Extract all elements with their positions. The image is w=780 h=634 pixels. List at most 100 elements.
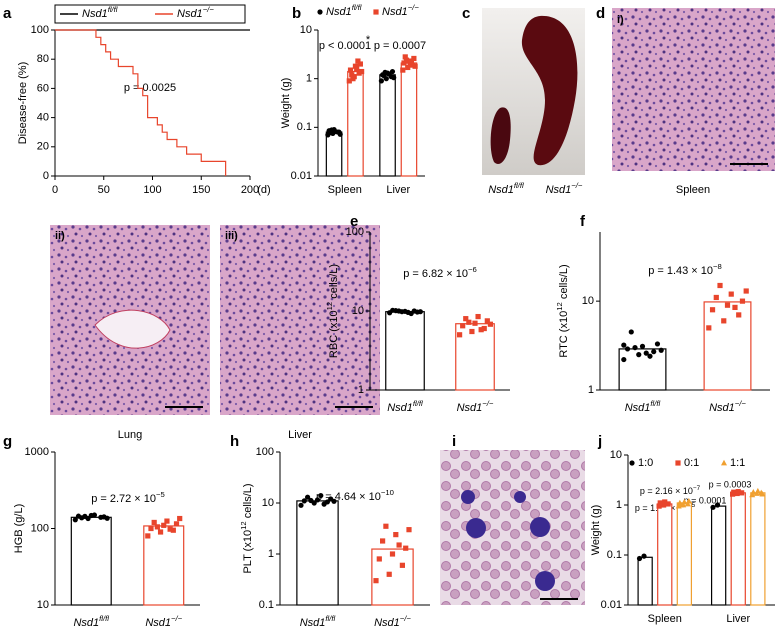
data-point: [399, 562, 405, 568]
data-point: [636, 352, 642, 358]
y-tick-label: 10: [37, 599, 49, 611]
annotation: p = 2.72 × 10−5: [91, 490, 165, 505]
data-point: [743, 288, 749, 294]
bar: [70, 516, 112, 606]
text-part: Nsd1: [326, 6, 352, 18]
data-point: [389, 68, 396, 75]
superscript: fl/fl: [352, 3, 362, 12]
annotation: p < 0.0001: [319, 40, 371, 52]
text-part: Nsd1: [382, 6, 408, 18]
data-point: [305, 494, 311, 500]
data-point: [713, 294, 719, 301]
superscript: 12: [239, 521, 248, 530]
survival-line: [55, 29, 227, 176]
data-point: [759, 490, 766, 497]
legend-label: Nsd1−/−: [382, 3, 419, 18]
superscript: −10: [381, 488, 394, 497]
superscript: fl/fl: [325, 614, 335, 623]
data-point: [318, 492, 324, 499]
data-point: [378, 78, 384, 84]
data-point: [721, 318, 727, 324]
text-part: Nsd1: [145, 617, 171, 629]
data-point: [170, 527, 176, 533]
y-tick-label: 10: [300, 24, 312, 36]
y-tick-label: 10: [610, 449, 622, 461]
legend-marker: [317, 9, 323, 15]
y-tick-label: 100: [31, 522, 49, 534]
data-point: [167, 526, 173, 532]
bar: [730, 492, 746, 606]
y-tick-label: 60: [37, 82, 49, 94]
y-tick-label: 100: [256, 446, 274, 458]
y-axis-label: PLT (x1012 cells/L): [239, 483, 254, 573]
text-part: RBC (x10: [328, 310, 340, 358]
legend-marker: [675, 460, 681, 466]
x-tick-label: 0: [52, 184, 58, 196]
data-point: [481, 325, 487, 332]
image-tag: ii): [55, 230, 65, 242]
text-part: Nsd1: [73, 617, 99, 629]
superscript: −5: [156, 490, 165, 499]
x-tick-label: 50: [98, 184, 110, 196]
annotation: p = 0.0001: [684, 495, 727, 505]
y-axis-label: RTC (x1012 cells/L): [555, 264, 570, 357]
data-point: [373, 578, 379, 584]
annotation: p = 0.0003: [709, 479, 752, 489]
data-point: [391, 75, 397, 81]
y-tick-label: 10: [262, 497, 274, 509]
panel-letter: d: [596, 5, 605, 22]
bar: [347, 70, 364, 177]
legend-box: [54, 4, 246, 24]
bar: [710, 505, 727, 606]
bar: [296, 500, 339, 606]
data-point: [657, 500, 663, 506]
superscript: fl/fl: [108, 5, 118, 14]
data-point: [349, 72, 355, 78]
y-axis-label: Weight (g): [590, 505, 602, 556]
data-point: [621, 342, 627, 348]
data-point: [735, 489, 741, 495]
y-tick-label: 10: [582, 295, 594, 307]
y-axis-label: Weight (g): [280, 78, 292, 129]
data-point: [145, 533, 151, 539]
data-point: [484, 318, 490, 324]
text-part: Nsd1: [625, 402, 651, 414]
data-point: [380, 538, 386, 544]
data-point: [662, 499, 668, 505]
data-point: [710, 504, 716, 510]
data-point: [354, 66, 360, 72]
data-point: [736, 312, 742, 318]
bar: [385, 311, 425, 391]
data-point: [408, 59, 415, 65]
text-part: Nsd1: [374, 617, 400, 629]
y-tick-label: 1: [268, 548, 274, 560]
x-tick-label: Liver: [386, 184, 410, 196]
data-point: [728, 291, 734, 297]
text-part: p = 1.43 × 10: [648, 265, 713, 277]
data-point: [412, 63, 418, 69]
data-point: [72, 517, 78, 523]
data-point: [402, 54, 408, 60]
x-tick-label: Nsd1fl/fl: [625, 399, 661, 414]
text-part: Nsd1: [457, 402, 483, 414]
image-caption: Liver: [288, 429, 312, 441]
data-point: [383, 523, 389, 529]
histology-d: i) Spleen: [612, 8, 775, 196]
text-part: Nsd1: [387, 402, 413, 414]
bar: [143, 525, 185, 606]
data-point: [639, 343, 646, 349]
image-caption: Lung: [118, 429, 142, 441]
data-point: [328, 127, 335, 133]
panel-letter: g: [3, 433, 12, 450]
text-part: Nsd1: [82, 8, 108, 20]
data-point: [717, 282, 723, 289]
y-tick-label: 80: [37, 53, 49, 65]
x-tick-label: 150: [192, 184, 210, 196]
superscript: −/−: [171, 614, 183, 623]
data-point: [157, 529, 164, 535]
x-tick-label: Nsd1fl/fl: [300, 614, 336, 629]
legend-marker: [721, 459, 727, 466]
data-point: [628, 329, 634, 335]
y-tick-label: 0.01: [601, 599, 622, 611]
superscript: −7: [693, 485, 701, 492]
